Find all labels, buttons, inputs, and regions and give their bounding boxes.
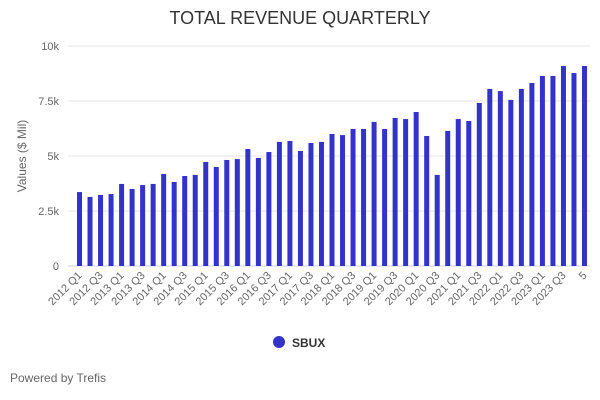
bar — [582, 66, 587, 267]
bar — [161, 174, 167, 266]
bar — [424, 135, 430, 266]
chart-title: TOTAL REVENUE QUARTERLY — [169, 8, 431, 28]
bar — [140, 185, 146, 266]
bar — [340, 135, 346, 266]
bar — [255, 157, 261, 266]
bar — [245, 148, 251, 266]
bar — [329, 134, 335, 266]
y-tick-label: 7.5k — [38, 96, 59, 108]
bar — [434, 174, 440, 266]
bar — [382, 128, 388, 266]
bar — [192, 174, 198, 266]
bar — [571, 73, 577, 266]
powered-by-credit[interactable]: Powered by Trefis — [10, 371, 107, 385]
bar — [508, 99, 514, 267]
bar — [308, 143, 314, 266]
bar — [87, 196, 93, 266]
bar — [203, 161, 209, 266]
bar — [413, 112, 419, 266]
bar — [108, 194, 114, 266]
bar — [150, 183, 156, 266]
bar — [287, 141, 293, 266]
bar — [297, 150, 303, 266]
bar — [497, 91, 503, 266]
bar — [371, 121, 377, 267]
bar — [403, 119, 409, 266]
bar — [445, 130, 451, 266]
y-tick-label: 5k — [47, 151, 59, 163]
bar — [518, 88, 524, 267]
bar — [539, 75, 545, 266]
bar — [276, 141, 282, 266]
bar — [129, 189, 135, 266]
bar — [550, 75, 556, 266]
bar — [213, 167, 219, 266]
bar — [476, 102, 482, 266]
bar — [119, 183, 125, 266]
bar — [529, 82, 535, 267]
bar — [234, 159, 240, 266]
bar — [318, 141, 324, 266]
bar — [77, 192, 82, 266]
bar — [266, 152, 272, 266]
x-tick-label: 5 — [577, 270, 590, 283]
bar — [466, 121, 472, 267]
bar — [182, 176, 188, 266]
bar — [487, 88, 493, 267]
legend-label-sbux[interactable]: SBUX — [292, 336, 325, 350]
bar — [455, 119, 461, 266]
bar — [98, 194, 104, 266]
bar — [560, 66, 566, 267]
bar — [224, 159, 230, 266]
bar — [171, 181, 177, 266]
bar — [392, 117, 398, 266]
y-tick-label: 2.5k — [38, 206, 59, 218]
y-tick-label: 0 — [53, 261, 59, 273]
legend-marker[interactable] — [273, 336, 285, 348]
y-tick-label: 10k — [41, 41, 59, 53]
bar — [361, 128, 367, 266]
bar — [350, 128, 356, 266]
y-axis-label: Values ($ Mil) — [15, 120, 29, 192]
